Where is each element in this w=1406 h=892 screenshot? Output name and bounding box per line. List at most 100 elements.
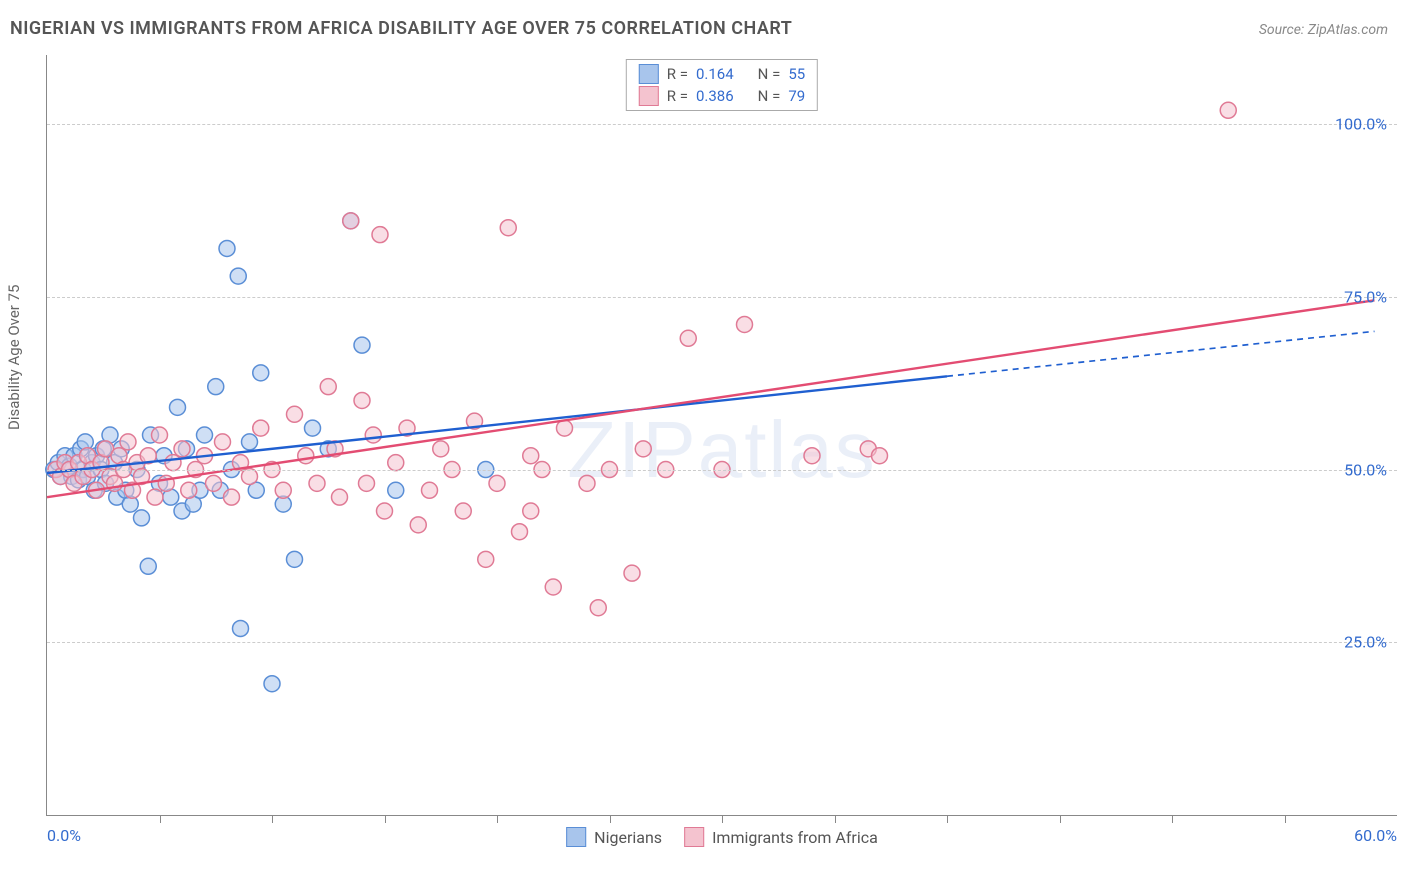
swatch-nigerians-bottom [566, 827, 586, 847]
x-tick [497, 815, 498, 823]
data-point [737, 316, 753, 332]
data-point [224, 489, 240, 505]
data-point [242, 434, 258, 450]
data-point [635, 441, 651, 457]
series-label-nigerians: Nigerians [594, 828, 662, 847]
data-point [680, 330, 696, 346]
data-point [215, 434, 231, 450]
n-value-immigrants: 79 [788, 87, 805, 105]
r-label: R = [667, 87, 688, 105]
legend-correlation-box: R = 0.164 N = 55 R = 0.386 N = 79 [626, 59, 818, 111]
data-point [478, 551, 494, 567]
data-point [804, 448, 820, 464]
data-point [287, 406, 303, 422]
x-tick [610, 815, 611, 823]
y-axis-label: Disability Age Over 75 [5, 285, 23, 430]
data-point [343, 213, 359, 229]
data-point [372, 227, 388, 243]
n-value-nigerians: 55 [788, 65, 805, 83]
source-label: Source: ZipAtlas.com [1259, 22, 1388, 38]
x-tick [385, 815, 386, 823]
data-point [354, 337, 370, 353]
data-point [523, 448, 539, 464]
y-tick-label: 75.0% [1344, 287, 1387, 306]
data-point [206, 475, 222, 491]
swatch-immigrants [639, 86, 659, 106]
data-point [309, 475, 325, 491]
data-point [332, 489, 348, 505]
data-point [197, 427, 213, 443]
data-point [354, 392, 370, 408]
data-point [1220, 102, 1236, 118]
data-point [174, 441, 190, 457]
data-point [545, 579, 561, 595]
data-point [422, 482, 438, 498]
data-point [120, 434, 136, 450]
y-tick-label: 25.0% [1344, 633, 1387, 652]
data-point [170, 399, 186, 415]
y-tick-label: 50.0% [1344, 460, 1387, 479]
x-tick [722, 815, 723, 823]
n-label: N = [758, 65, 781, 83]
data-point [242, 468, 258, 484]
data-point [287, 551, 303, 567]
data-point [388, 482, 404, 498]
gridline [47, 297, 1397, 298]
data-point [165, 455, 181, 471]
data-point [579, 475, 595, 491]
data-point [208, 379, 224, 395]
swatch-nigerians [639, 64, 659, 84]
x-tick [835, 815, 836, 823]
data-point [410, 517, 426, 533]
y-tick-label: 100.0% [1335, 115, 1387, 134]
data-point [388, 455, 404, 471]
legend-item-immigrants: Immigrants from Africa [684, 827, 878, 847]
data-point [557, 420, 573, 436]
data-point [433, 441, 449, 457]
data-point [275, 482, 291, 498]
data-point [455, 503, 471, 519]
r-label: R = [667, 65, 688, 83]
regression-line [47, 300, 1375, 497]
r-value-immigrants: 0.386 [696, 87, 734, 105]
data-point [147, 489, 163, 505]
gridline [47, 124, 1397, 125]
data-point [377, 503, 393, 519]
x-max-label: 60.0% [1354, 826, 1397, 845]
data-point [500, 220, 516, 236]
data-point [305, 420, 321, 436]
data-point [140, 558, 156, 574]
x-tick [1172, 815, 1173, 823]
legend-series: Nigerians Immigrants from Africa [566, 827, 878, 847]
data-point [134, 510, 150, 526]
legend-row-nigerians: R = 0.164 N = 55 [639, 64, 805, 84]
data-point [590, 600, 606, 616]
data-point [523, 503, 539, 519]
x-tick [947, 815, 948, 823]
plot-svg [47, 55, 1397, 815]
data-point [264, 676, 280, 692]
data-point [320, 379, 336, 395]
legend-row-immigrants: R = 0.386 N = 79 [639, 86, 805, 106]
data-point [872, 448, 888, 464]
n-label: N = [758, 87, 781, 105]
chart-title: NIGERIAN VS IMMIGRANTS FROM AFRICA DISAB… [10, 18, 792, 39]
data-point [219, 240, 235, 256]
chart-container: NIGERIAN VS IMMIGRANTS FROM AFRICA DISAB… [0, 0, 1406, 892]
data-point [253, 420, 269, 436]
data-point [253, 365, 269, 381]
x-tick [1060, 815, 1061, 823]
x-tick [272, 815, 273, 823]
data-point [359, 475, 375, 491]
data-point [152, 427, 168, 443]
series-label-immigrants: Immigrants from Africa [712, 828, 878, 847]
x-tick [1285, 815, 1286, 823]
plot-area: ZIPatlas R = 0.164 N = 55 R = 0.386 N = … [46, 55, 1397, 816]
data-point [230, 268, 246, 284]
gridline [47, 470, 1397, 471]
data-point [233, 620, 249, 636]
data-point [624, 565, 640, 581]
data-point [365, 427, 381, 443]
gridline [47, 642, 1397, 643]
x-tick [160, 815, 161, 823]
